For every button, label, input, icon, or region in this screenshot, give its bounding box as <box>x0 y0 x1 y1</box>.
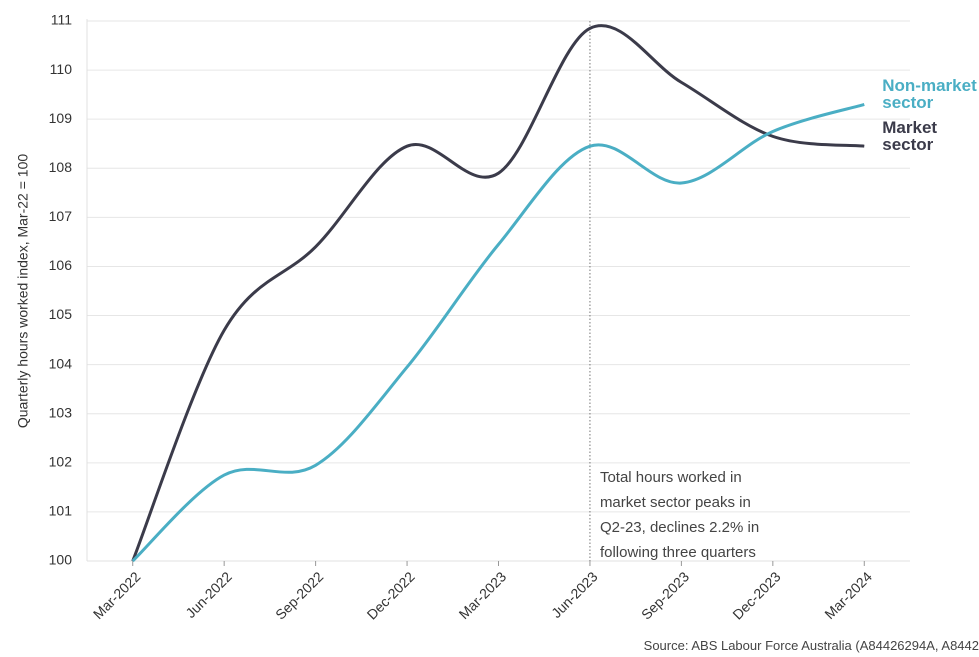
x-tick-label: Jun-2022 <box>182 568 235 621</box>
x-tick-label: Dec-2023 <box>729 568 783 622</box>
y-tick-label: 111 <box>51 12 72 28</box>
x-tick-label: Mar-2023 <box>456 568 510 622</box>
y-tick-label: 105 <box>49 306 73 322</box>
x-tick-label: Jun-2023 <box>548 568 601 621</box>
y-tick-label: 104 <box>49 355 73 371</box>
y-tick-label: 109 <box>49 110 73 126</box>
source: Source: ABS Labour Force Australia (A844… <box>644 638 979 653</box>
y-tick-label: 110 <box>50 61 73 77</box>
x-tick-label: Sep-2022 <box>272 568 326 622</box>
series-label: Market sector <box>882 118 938 155</box>
y-tick-label: 106 <box>49 257 73 273</box>
y-tick-label: 102 <box>49 454 73 470</box>
y-tick-label: 108 <box>49 159 73 175</box>
y-axis-title: Quarterly hours worked index, Mar-22 = 1… <box>15 154 31 429</box>
annotation: Total hours worked in <box>600 469 742 486</box>
x-tick-label: Sep-2023 <box>638 568 692 622</box>
annotation: Q2-23, declines 2.2% in <box>600 519 759 536</box>
y-tick-label: 101 <box>49 503 73 519</box>
annotation: following three quarters <box>600 544 756 561</box>
series-label: Non-market sector <box>882 76 977 113</box>
line-series <box>131 103 865 563</box>
y-tick-label: 107 <box>49 208 73 224</box>
x-tick-label: Mar-2022 <box>90 568 144 622</box>
x-tick-label: Mar-2024 <box>821 568 875 622</box>
x-tick-label: Dec-2022 <box>364 568 418 622</box>
y-tick-label: 100 <box>49 552 73 568</box>
y-tick-label: 103 <box>49 404 73 420</box>
line-series <box>131 24 865 562</box>
annotation: market sector peaks in <box>600 494 751 511</box>
